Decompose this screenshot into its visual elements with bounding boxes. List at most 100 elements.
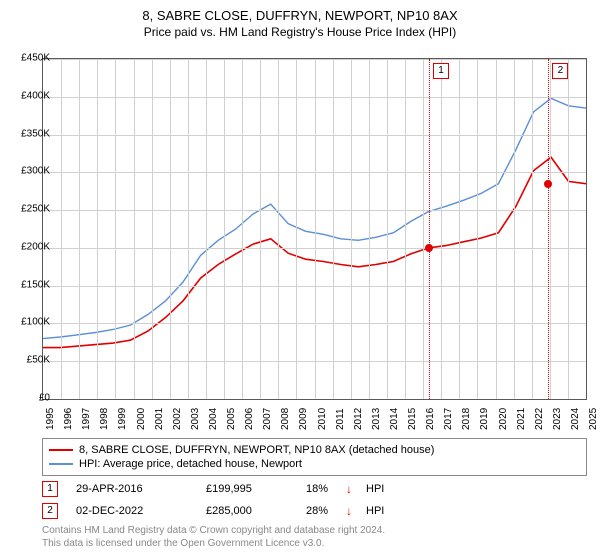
grid-line [115,59,116,399]
down-arrow-icon: ↓ [346,482,366,496]
x-axis-label: 2009 [298,408,309,430]
grid-line [423,59,424,399]
sale-row: 2 02-DEC-2022 £285,000 28% ↓ HPI [42,500,587,522]
x-axis-label: 1996 [63,408,74,430]
x-axis-label: 2007 [262,408,273,430]
x-axis-label: 2013 [371,408,382,430]
legend-label: 8, SABRE CLOSE, DUFFRYN, NEWPORT, NP10 8… [79,444,434,456]
y-axis-label: £0 [10,393,50,404]
y-axis-label: £250K [10,204,50,215]
sale-date: 02-DEC-2022 [76,505,206,517]
sale-point-icon [425,244,433,252]
sale-marker-box: 2 [552,63,568,79]
sale-vs: HPI [366,483,406,495]
plot-area: 12 [42,58,587,400]
grid-line [152,59,153,399]
sale-marker-box: 1 [433,63,449,79]
grid-line [188,59,189,399]
x-axis-label: 2001 [154,408,165,430]
x-axis-label: 2011 [335,408,346,430]
y-axis-label: £450K [10,53,50,64]
grid-line [242,59,243,399]
sale-marker-icon: 1 [42,481,58,497]
sale-point-icon [544,180,552,188]
x-axis-label: 2005 [226,408,237,430]
grid-line [134,59,135,399]
legend-swatch [49,463,73,465]
x-axis-label: 1999 [117,408,128,430]
y-axis-label: £50K [10,355,50,366]
grid-line [170,59,171,399]
sale-price: £199,995 [206,483,306,495]
grid-line [387,59,388,399]
grid-line [296,59,297,399]
grid-line [532,59,533,399]
grid-line [369,59,370,399]
legend-item: 8, SABRE CLOSE, DUFFRYN, NEWPORT, NP10 8… [49,443,580,457]
legend-label: HPI: Average price, detached house, Newp… [79,458,302,470]
x-axis-label: 2018 [461,408,472,430]
grid-line [405,59,406,399]
y-axis-label: £350K [10,128,50,139]
grid-line [459,59,460,399]
x-axis-label: 2008 [280,408,291,430]
grid-line [514,59,515,399]
sale-pct: 28% [306,505,346,517]
x-axis-label: 2022 [534,408,545,430]
x-axis-label: 2023 [552,408,563,430]
x-axis-label: 2015 [407,408,418,430]
grid-line [61,59,62,399]
sale-row: 1 29-APR-2016 £199,995 18% ↓ HPI [42,478,587,500]
x-axis-label: 1995 [45,408,56,430]
grid-line [97,59,98,399]
sale-vs: HPI [366,505,406,517]
sale-pct: 18% [306,483,346,495]
chart-title: 8, SABRE CLOSE, DUFFRYN, NEWPORT, NP10 8… [0,0,600,23]
grid-line [79,59,80,399]
x-axis-label: 2010 [317,408,328,430]
grid-line [351,59,352,399]
x-axis-label: 2014 [389,408,400,430]
sale-vline [429,59,430,399]
grid-line [333,59,334,399]
x-axis-label: 2017 [443,408,454,430]
grid-line [477,59,478,399]
x-axis-label: 2006 [244,408,255,430]
grid-line [224,59,225,399]
sales-table: 1 29-APR-2016 £199,995 18% ↓ HPI 2 02-DE… [42,478,587,522]
x-axis-label: 2003 [190,408,201,430]
sale-marker-icon: 2 [42,503,58,519]
sale-vline [548,59,549,399]
grid-line [441,59,442,399]
chart-subtitle: Price paid vs. HM Land Registry's House … [0,23,600,39]
grid-line [260,59,261,399]
grid-line [278,59,279,399]
sale-date: 29-APR-2016 [76,483,206,495]
y-axis-label: £400K [10,90,50,101]
footnote-line: This data is licensed under the Open Gov… [42,537,385,550]
x-axis-label: 2012 [353,408,364,430]
sale-price: £285,000 [206,505,306,517]
x-axis-label: 2004 [208,408,219,430]
x-axis-label: 2016 [425,408,436,430]
y-axis-label: £200K [10,241,50,252]
grid-line [206,59,207,399]
x-axis-label: 1997 [81,408,92,430]
legend-item: HPI: Average price, detached house, Newp… [49,457,580,471]
footnote: Contains HM Land Registry data © Crown c… [42,524,385,550]
y-axis-label: £150K [10,279,50,290]
y-axis-label: £300K [10,166,50,177]
x-axis-label: 2024 [570,408,581,430]
grid-line [550,59,551,399]
x-axis-label: 2002 [172,408,183,430]
legend: 8, SABRE CLOSE, DUFFRYN, NEWPORT, NP10 8… [42,438,587,476]
x-axis-label: 2020 [498,408,509,430]
y-axis-label: £100K [10,317,50,328]
x-axis-label: 2019 [479,408,490,430]
grid-line [315,59,316,399]
grid-line [496,59,497,399]
legend-swatch [49,449,73,451]
footnote-line: Contains HM Land Registry data © Crown c… [42,524,385,537]
grid-line [568,59,569,399]
down-arrow-icon: ↓ [346,504,366,518]
